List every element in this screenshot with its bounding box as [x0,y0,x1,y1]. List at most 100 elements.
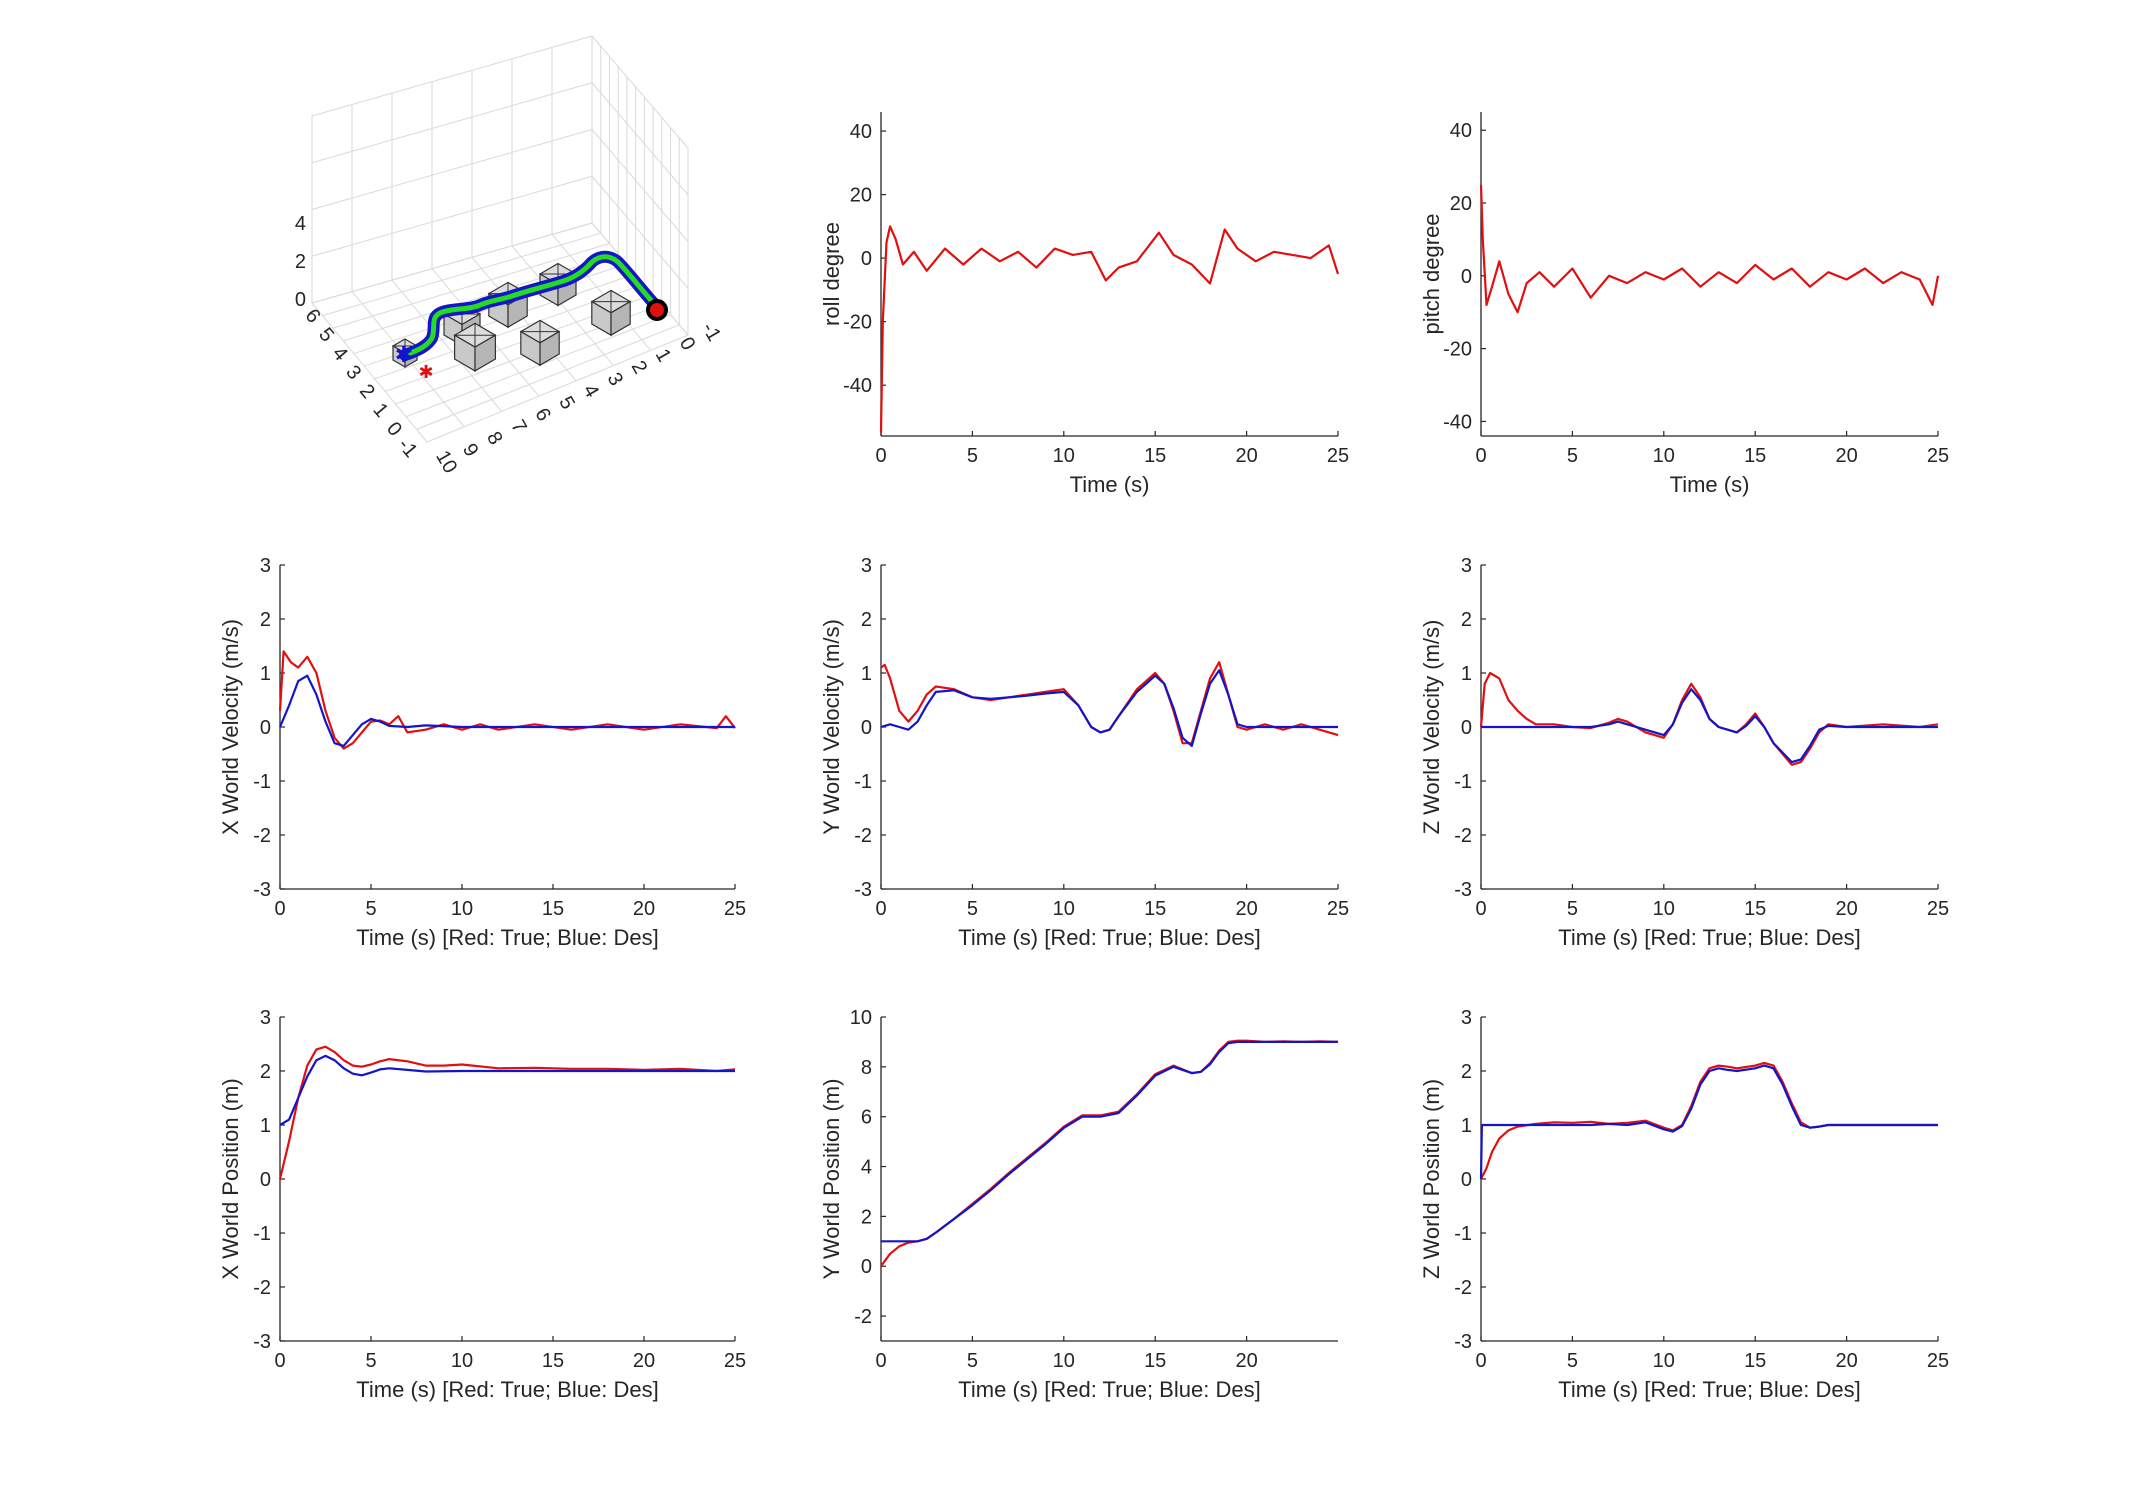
y-tick-label: 40 [850,121,872,143]
y-tick-label: 3 [1461,1007,1472,1029]
x-tick-label: 5 [1567,898,1578,920]
y-tick-label: 10 [850,1007,872,1029]
series-line-desired [278,674,735,748]
grid-line [311,35,593,117]
y-tick-label: -1 [854,771,872,793]
x-axis-label: Time (s) [Red: True; Blue: Des] [1558,925,1860,950]
grid-line [591,82,689,196]
series-line-true [278,1045,736,1180]
start-marker-icon: ✱ [395,343,413,368]
x-tick-label: 25 [724,898,746,920]
x-tick-label: 15 [1144,898,1166,920]
x-tick-label: 5 [365,1350,376,1372]
x-tick-label: 15 [1144,1350,1166,1372]
y-tick-label: -3 [1454,1331,1472,1353]
x-tick-label: 0 [1475,1350,1486,1372]
x-tick-label: 5 [554,393,579,414]
plot-z_velocity: 0 5 10 15 20 25 -3 -2 -1 0 1 2 3 Time (s) [Red: True;… [1419,555,1949,950]
y-axis-label: Z World Position (m) [1419,1079,1444,1279]
z-tick-label: 2 [295,251,306,273]
x-tick-label: 10 [1653,445,1675,467]
series-line-desired [1479,1064,1938,1180]
x-tick-label: 20 [633,898,655,920]
x-tick-label: 15 [542,1350,564,1372]
y-tick-label: 2 [1461,609,1472,631]
grid-line [391,279,502,412]
x-tick-label: 25 [724,1350,746,1372]
y-tick-label: -1 [1454,1223,1472,1245]
x-tick-label: 15 [1744,898,1766,920]
x-tick-label: 20 [1835,1350,1857,1372]
x-tick-label: 20 [1235,898,1257,920]
x-tick-label: 15 [1744,1350,1766,1372]
grid-line [591,175,689,289]
y-tick-label: -3 [854,879,872,901]
x-axis-label: Time (s) [Red: True; Blue: Des] [1558,1377,1860,1402]
y-tick-label: 2 [1461,1061,1472,1083]
x-axis-label: Time (s) [Red: True; Blue: Des] [356,1377,658,1402]
y-tick-label: -3 [1454,879,1472,901]
x-tick-label: 0 [875,445,886,467]
grid-line [322,232,601,317]
series-line-true [1479,184,1940,314]
grid-line [332,242,610,329]
y-tick-label: 3 [260,555,271,577]
x-tick-label: 15 [1144,445,1166,467]
y-tick-label: 1 [368,399,392,422]
y-tick-label: 6 [861,1107,872,1129]
y-tick-label: 20 [850,185,872,207]
y-tick-label: -2 [1454,825,1472,847]
x-tick-label: 0 [675,334,700,355]
obstacle-box-icon [590,289,632,337]
grid-line [591,35,689,149]
x-tick-label: 4 [578,381,603,402]
y-tick-label: 2 [260,1061,271,1083]
y-tick-label: -1 [253,1223,271,1245]
y-tick-label: -1 [1454,771,1472,793]
grid-line [416,324,680,430]
y-tick-label: 1 [861,663,872,685]
goal-marker-icon [646,299,668,321]
y-tick-label: 1 [1461,1115,1472,1137]
y-axis-label: Z World Velocity (m/s) [1419,620,1444,835]
x-tick-label: 8 [482,428,507,449]
trajectory-true-path [402,254,659,358]
x-tick-label: 5 [365,898,376,920]
y-tick-label: 0 [1461,1169,1472,1191]
plot-x_position: 0 5 10 15 20 25 -3 -2 -1 0 1 2 3 Time (s) [Red: True;… [218,1007,746,1402]
y-tick-label: 2 [861,609,872,631]
grid-line [471,256,577,382]
grid-line [511,245,614,366]
x-tick-label: 25 [1327,445,1349,467]
x-tick-label: 20 [1835,898,1857,920]
series-line-true [278,650,736,750]
x-tick-label: 0 [1475,898,1486,920]
x-tick-label: 9 [458,440,483,461]
plot-z_position: 0 5 10 15 20 25 -3 -2 -1 0 1 2 3 Time (s) [Red: True;… [1419,1007,1949,1402]
y-tick-label: -1 [393,434,421,462]
y-tick-label: 0 [382,418,406,441]
x-tick-label: 20 [1835,445,1857,467]
y-tick-label: -40 [1443,411,1472,433]
x-axis-label: Time (s) [1070,472,1150,497]
series-line-true [879,225,1340,433]
x-tick-label: 0 [875,898,886,920]
x-tick-label: 0 [274,898,285,920]
obstacle-box-icon [453,322,497,372]
y-tick-label: 3 [861,555,872,577]
grid-line [551,234,652,351]
z-tick-label: 0 [295,289,306,311]
y-tick-label: 0 [260,1169,271,1191]
grid-line [311,302,428,443]
y-tick-label: 0 [861,717,872,739]
y-axis-label: Y World Velocity (m/s) [819,619,844,835]
x-tick-label: 5 [967,1350,978,1372]
y-tick-label: -20 [1443,339,1472,361]
y-tick-label: 2 [260,609,271,631]
x-tick-label: 25 [1927,445,1949,467]
y-tick-label: 2 [355,380,379,403]
y-tick-label: -2 [253,825,271,847]
y-tick-label: 3 [1461,555,1472,577]
